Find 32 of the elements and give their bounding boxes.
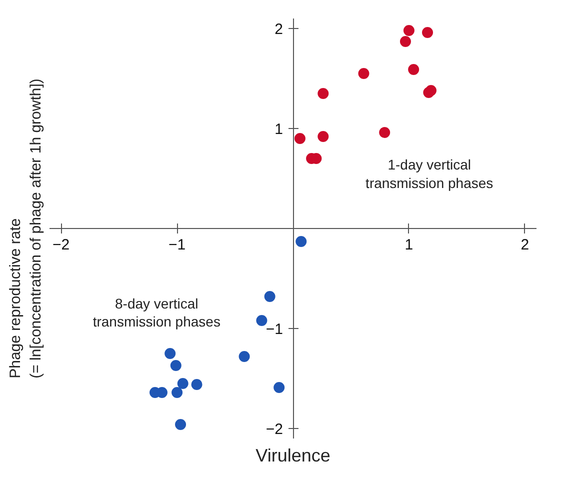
point (172, 387, 183, 398)
point (294, 133, 306, 144)
point (256, 315, 268, 326)
point (403, 25, 414, 36)
point (318, 131, 329, 142)
y-tick-label: 2 (274, 21, 283, 38)
y-tick-label: −2 (266, 421, 284, 438)
point (164, 348, 176, 359)
x-tick-label: −2 (52, 236, 70, 254)
point (175, 419, 186, 430)
point (422, 27, 434, 38)
annotation: 1-day vertical transmission phases (366, 156, 494, 192)
point (296, 236, 307, 247)
point (177, 378, 188, 389)
annotation: 8-day vertical transmission phases (92, 295, 220, 330)
point (408, 64, 420, 75)
point (400, 36, 411, 47)
point (170, 360, 182, 371)
x-tick-label: 1 (404, 236, 414, 254)
point (274, 382, 285, 393)
point (238, 351, 250, 362)
x-axis-title: Virulence (256, 446, 330, 466)
x-tick-label: 2 (520, 236, 530, 254)
y-tick-label: −1 (266, 321, 284, 338)
point (318, 88, 329, 99)
y-tick-label: 1 (274, 121, 283, 138)
point (191, 379, 202, 390)
point (379, 127, 390, 138)
y-axis-title: Phage reproductive rate (= ln[concentration of phage after 1h growth]) (7, 78, 44, 378)
point (358, 68, 370, 79)
x-tick-label: −1 (168, 236, 186, 254)
point (264, 291, 276, 302)
